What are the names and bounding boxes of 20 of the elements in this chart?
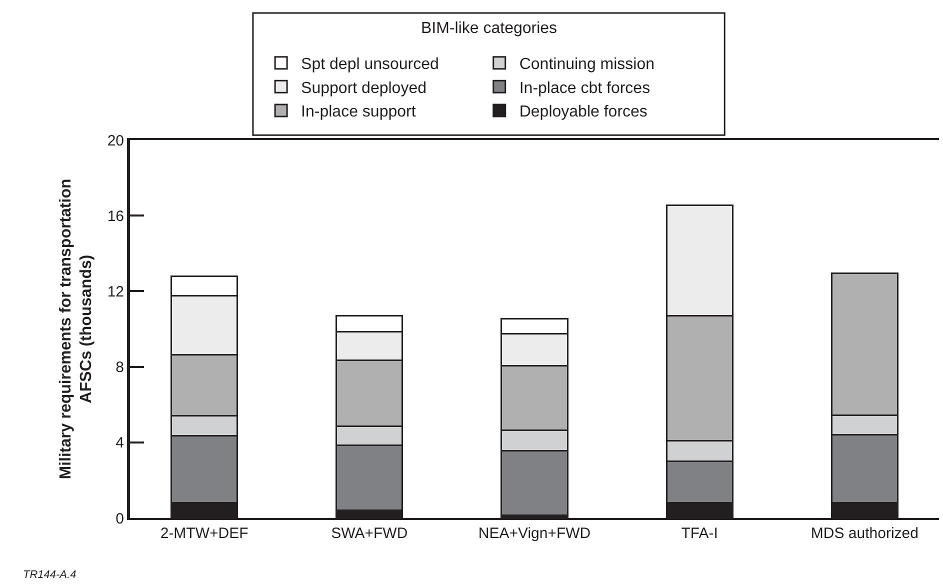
x-tick-label: TFA-I (681, 525, 718, 542)
y-tick-label: 0 (116, 510, 124, 528)
y-axis-title: Military requirements for transportation AFSCs (thousands) (57, 178, 96, 480)
y-tick-label: 4 (116, 434, 124, 452)
y-tick-label: 8 (116, 359, 124, 376)
y-tick-label: 20 (107, 132, 124, 150)
legend-label: In-place cbt forces (519, 80, 650, 97)
x-tick-label: 2-MTW+DEF (160, 525, 248, 542)
legend-label: Spt depl unsourced (301, 56, 439, 74)
y-tick-label: 16 (107, 208, 124, 225)
x-tick-label: MDS authorized (810, 525, 918, 542)
x-tick-label: SWA+FWD (331, 525, 408, 542)
legend-label: Deployable forces (519, 104, 648, 121)
legend-label: Support deployed (301, 80, 426, 97)
legend-label: In-place support (301, 104, 416, 121)
x-tick-label: NEA+Vign+FWD (478, 525, 591, 542)
y-tick-label: 12 (107, 283, 124, 300)
legend-title: BIM-like categories (421, 20, 558, 37)
text: TR144-A.4 (23, 569, 76, 581)
legend-label: Continuing mission (519, 56, 655, 74)
